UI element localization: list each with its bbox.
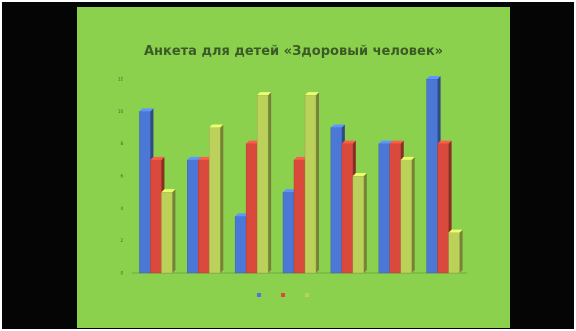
- bar: [150, 159, 162, 274]
- legend-swatch: [305, 293, 309, 297]
- bar: [187, 159, 199, 274]
- bar: [161, 191, 173, 274]
- chart-title: Анкета для детей «Здоровый человек»: [143, 44, 444, 59]
- bar-side: [220, 124, 224, 273]
- bar: [282, 191, 295, 274]
- y-tick-label: 0: [120, 271, 123, 276]
- bar: [198, 159, 210, 274]
- bar-top: [257, 92, 272, 96]
- bar-top: [150, 156, 165, 160]
- bar: [245, 143, 258, 274]
- slide: Анкета для детей «Здоровый человек» 0 2 4 6…: [77, 7, 510, 328]
- bar-top: [389, 140, 404, 144]
- bar: [330, 127, 343, 274]
- bar: [304, 94, 317, 274]
- bar-top: [209, 124, 224, 128]
- bar-top: [139, 108, 154, 112]
- y-tick-label: 4: [120, 206, 123, 211]
- bar: [426, 78, 438, 274]
- bar-top: [198, 156, 213, 160]
- bar: [389, 143, 401, 274]
- bar: [139, 111, 151, 274]
- bar-top: [187, 156, 202, 160]
- y-tick-label: 10: [118, 109, 124, 114]
- bar-top: [352, 173, 367, 176]
- bar-top: [448, 229, 463, 233]
- bar-top: [305, 92, 319, 96]
- bar: [293, 159, 306, 274]
- bar-top: [246, 140, 261, 144]
- bar-top: [400, 156, 415, 160]
- bar-top: [235, 213, 250, 217]
- y-tick-label: 12: [118, 77, 124, 82]
- bar: [341, 143, 354, 274]
- y-tick-label: 2: [120, 238, 123, 243]
- bar-top: [294, 156, 308, 160]
- bar: [352, 175, 365, 274]
- bar: [400, 159, 412, 274]
- y-tick-label: 8: [120, 141, 123, 146]
- bar-side: [268, 92, 272, 274]
- bar-top: [330, 124, 345, 128]
- bar: [378, 143, 390, 274]
- bar-top: [161, 189, 176, 193]
- bar-top: [283, 189, 297, 193]
- bar: [256, 94, 269, 274]
- legend-swatch: [257, 293, 261, 297]
- y-tick-label: 6: [120, 174, 123, 179]
- bar: [234, 216, 247, 274]
- bar-side: [172, 189, 176, 273]
- bar-top: [426, 76, 441, 79]
- bar-top: [437, 140, 452, 144]
- bar-top: [341, 140, 356, 144]
- bar-side: [459, 229, 463, 273]
- legend-swatch: [281, 293, 285, 297]
- bar-side: [316, 92, 319, 274]
- bar-side: [363, 173, 367, 273]
- bar-chart: 0 2 4 6 8 10 12: [118, 76, 467, 297]
- bar-side: [411, 156, 415, 273]
- bar: [437, 143, 449, 274]
- bar-top: [378, 140, 393, 144]
- bar: [209, 127, 221, 274]
- bar: [448, 232, 460, 274]
